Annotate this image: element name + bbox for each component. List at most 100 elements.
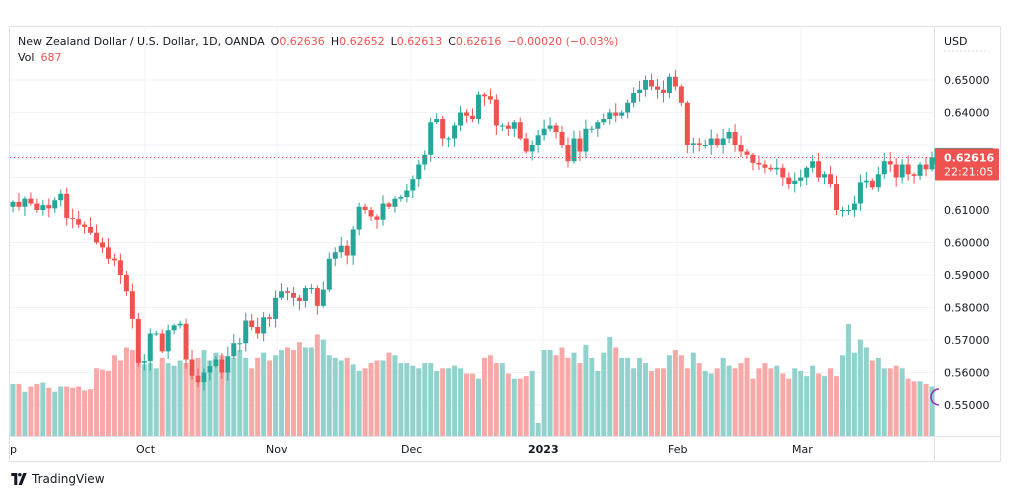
price-tick-label: 0.56000 [944,367,990,380]
marker-circle-icon[interactable] [930,388,940,406]
volume-bar [565,357,571,436]
candle-body [923,164,929,170]
volume-bar [338,360,344,436]
volume-bar [320,339,326,436]
candle-body [16,201,22,207]
volume-bar [660,368,666,436]
candle-body [261,317,267,334]
price-tick-label: 0.64000 [944,107,990,120]
candle-body [822,174,828,178]
candle-body [481,94,487,97]
volume-bar [792,368,798,436]
time-axis-label: Oct [136,443,156,456]
candle-body [434,119,440,123]
volume-bar [481,357,487,436]
volume-bar [332,357,338,436]
volume-bar [690,352,696,436]
volume-bar [314,334,320,436]
volume-bar [350,364,356,436]
candle-body [798,177,804,181]
volume-bar [619,357,625,436]
candle-body [762,164,768,168]
candle-body [416,164,422,180]
volume-bar [458,368,464,436]
volume-bar [643,363,649,436]
volume-bar [416,368,422,436]
volume-bar [720,357,726,436]
volume-bar [58,386,64,436]
volume-bar [678,355,684,436]
candle-body [553,125,559,132]
high-label: H [330,35,340,48]
candle-body [493,99,499,126]
volume-bar [82,390,88,436]
volume-bar [595,370,601,436]
tradingview-brand[interactable]: TradingView [10,472,105,486]
volume-bar [499,363,505,436]
price-tick-label: 0.58000 [944,302,990,315]
candle-body [165,330,171,352]
volume-bar [76,386,82,436]
candle-body [452,125,458,139]
volume-bar [631,368,637,436]
volume-bar [857,339,863,436]
price-axis-currency[interactable]: USD [944,35,968,48]
candle-body [834,184,840,210]
volume-bar [511,378,517,436]
candle-body [702,145,708,146]
volume-bar [410,365,416,436]
candle-body [350,229,356,256]
volume-bar [386,352,392,436]
candle-body [499,125,505,127]
candle-body [46,205,52,209]
candle-body [296,297,302,301]
candle-body [905,164,911,175]
candle-body [625,102,631,113]
candle-body [678,86,684,103]
volume-bar [637,357,643,436]
candle-body [732,132,738,145]
volume-bar [279,350,285,436]
volume-bar [875,357,881,436]
volume-bar [798,370,804,436]
volume-bar [917,381,923,436]
candle-body [231,343,237,357]
volume-bar [505,373,511,436]
candle-body [792,180,798,184]
candle-body [786,177,792,184]
volume-bar [428,363,434,436]
volume-bar [308,347,314,436]
candle-body [386,203,392,207]
candle-body [404,190,410,197]
volume-bar [672,350,678,436]
volume-bar [285,347,291,436]
candle-body [881,161,887,175]
volume-bar [780,373,786,436]
candle-body [362,206,368,210]
symbol-title[interactable]: New Zealand Dollar / U.S. Dollar, 1D, OA… [18,35,265,48]
volume-bar [111,355,117,436]
candle-body [392,198,398,207]
volume-bar [177,360,183,436]
candle-body [326,258,332,290]
volume-label[interactable]: Vol [18,51,35,64]
candle-body [76,219,82,225]
volume-bar [159,357,165,436]
candle-body [82,224,88,227]
candle-body [129,291,135,319]
candle-body [672,76,678,87]
volume-bar [613,347,619,436]
candle-body [290,292,296,298]
candle-body [410,179,416,191]
candle-body [171,325,177,331]
candle-body [917,164,923,176]
candle-body [577,138,583,152]
volume-bar [452,365,458,436]
volume-bar [147,363,153,436]
volume-bar [46,387,52,436]
volume-bar [392,355,398,436]
candle-body [100,242,106,248]
candle-body [458,112,464,126]
candle-body [768,167,774,170]
